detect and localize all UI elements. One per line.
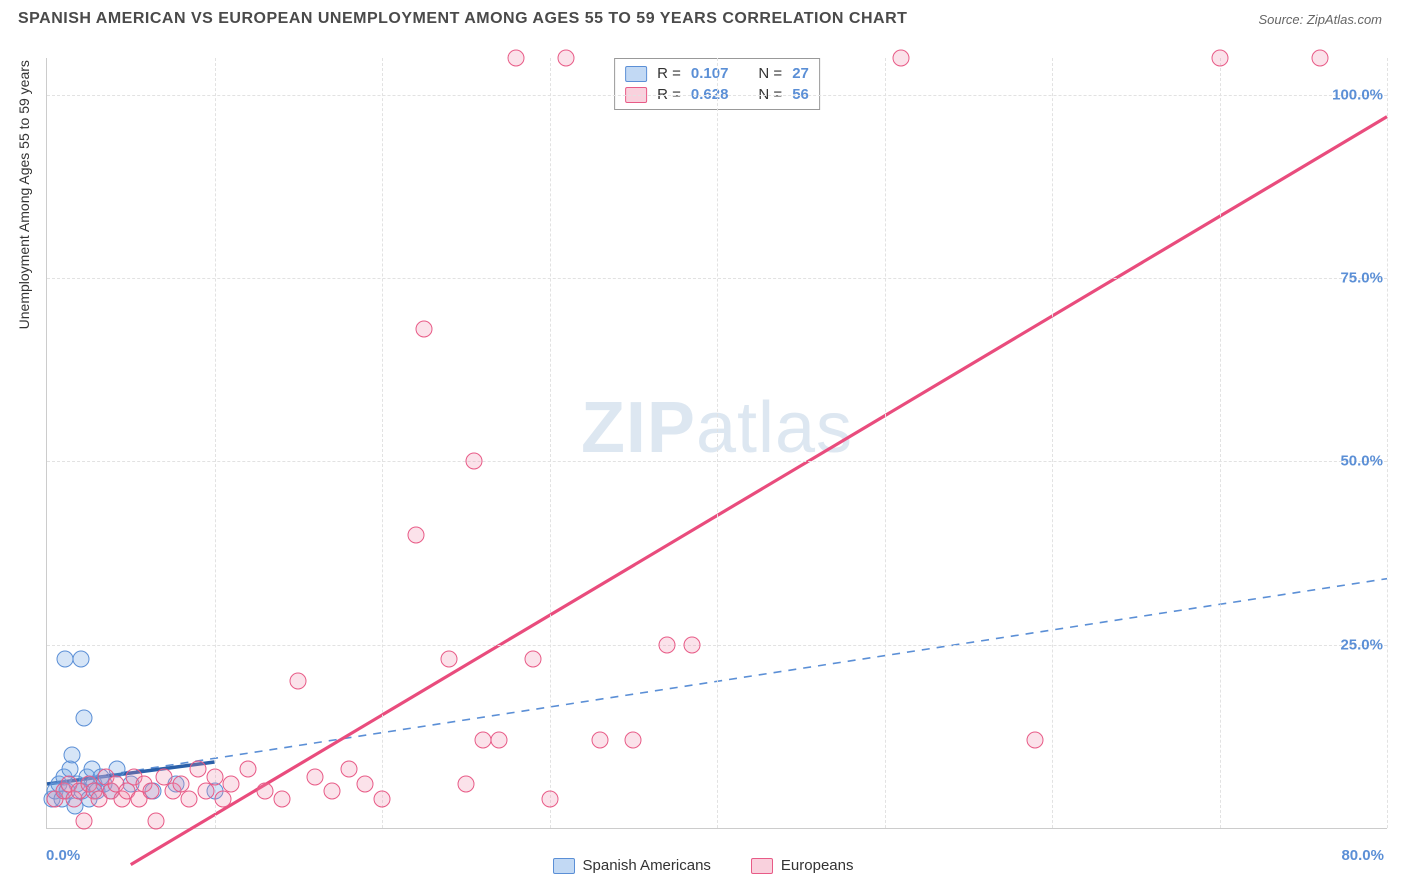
data-point	[1027, 732, 1044, 749]
gridline-v	[1052, 58, 1053, 828]
data-point	[491, 732, 508, 749]
legend-item-europeans: Europeans	[751, 857, 854, 874]
data-point	[64, 746, 81, 763]
data-point	[181, 790, 198, 807]
data-point	[142, 783, 159, 800]
data-point	[683, 636, 700, 653]
plot-area: ZIPatlas R =0.107N =27R =0.628N =56 25.0…	[46, 58, 1387, 829]
data-point	[340, 761, 357, 778]
data-point	[658, 636, 675, 653]
data-point	[256, 783, 273, 800]
data-point	[474, 732, 491, 749]
data-point	[147, 812, 164, 829]
data-point	[524, 651, 541, 668]
data-point	[323, 783, 340, 800]
data-point	[223, 776, 240, 793]
chart-title: SPANISH AMERICAN VS EUROPEAN UNEMPLOYMEN…	[18, 10, 907, 28]
data-point	[1312, 50, 1329, 67]
swatch-icon	[553, 858, 575, 874]
data-point	[457, 776, 474, 793]
data-point	[357, 776, 374, 793]
data-point	[541, 790, 558, 807]
legend-item-spanish-americans: Spanish Americans	[553, 857, 711, 874]
swatch-icon	[751, 858, 773, 874]
data-point	[307, 768, 324, 785]
data-point	[290, 673, 307, 690]
data-point	[591, 732, 608, 749]
gridline-v	[885, 58, 886, 828]
data-point	[189, 761, 206, 778]
chart: Unemployment Among Ages 55 to 59 years Z…	[0, 44, 1406, 892]
gridline-v	[1387, 58, 1388, 828]
data-point	[893, 50, 910, 67]
gridline-v	[1220, 58, 1221, 828]
y-tick-label: 75.0%	[1340, 270, 1383, 287]
data-point	[558, 50, 575, 67]
data-point	[273, 790, 290, 807]
data-point	[206, 768, 223, 785]
bottom-legend: Spanish Americans Europeans	[0, 857, 1406, 874]
gridline-v	[717, 58, 718, 828]
data-point	[75, 710, 92, 727]
data-point	[508, 50, 525, 67]
gridline-v	[215, 58, 216, 828]
data-point	[625, 732, 642, 749]
source-label: Source: ZipAtlas.com	[1258, 12, 1382, 27]
data-point	[72, 651, 89, 668]
gridline-v	[550, 58, 551, 828]
y-tick-label: 50.0%	[1340, 453, 1383, 470]
data-point	[415, 321, 432, 338]
data-point	[214, 790, 231, 807]
swatch-icon	[625, 66, 647, 82]
y-axis-label: Unemployment Among Ages 55 to 59 years	[16, 60, 32, 329]
gridline-v	[382, 58, 383, 828]
data-point	[374, 790, 391, 807]
y-tick-label: 25.0%	[1340, 636, 1383, 653]
data-point	[466, 453, 483, 470]
data-point	[198, 783, 215, 800]
data-point	[1211, 50, 1228, 67]
data-point	[407, 526, 424, 543]
data-point	[441, 651, 458, 668]
y-tick-label: 100.0%	[1332, 86, 1383, 103]
data-point	[240, 761, 257, 778]
data-point	[75, 812, 92, 829]
